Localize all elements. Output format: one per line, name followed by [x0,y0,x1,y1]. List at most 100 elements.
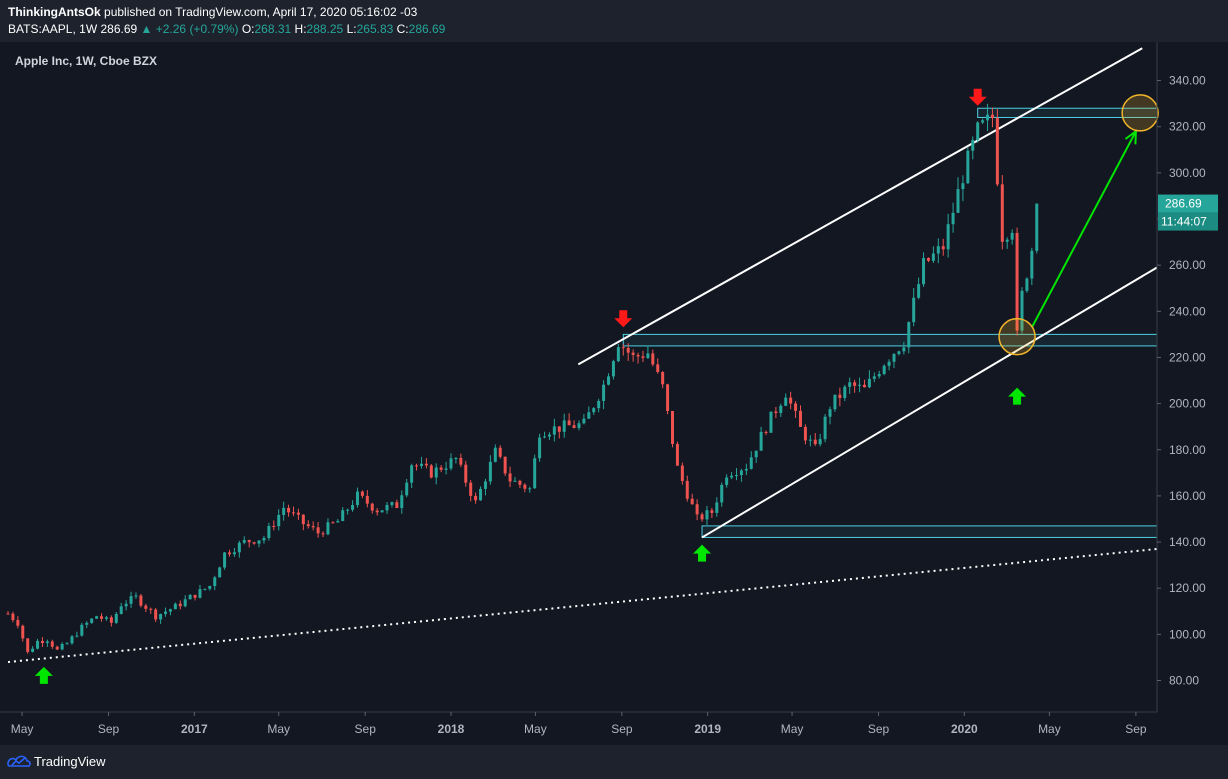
candle [375,508,379,516]
x-tick-label: Sep [611,722,633,736]
y-tick-label: 200.00 [1169,397,1206,411]
candle [907,321,911,354]
x-tick-label: 2019 [694,722,721,736]
candle [892,353,896,369]
candle-body [159,614,163,620]
candle-body [503,456,507,474]
candle [31,646,35,653]
candle [833,394,837,412]
candle [183,595,187,608]
y-tick-label: 220.00 [1169,350,1206,364]
tradingview-logo-icon[interactable] [7,753,31,769]
candle-body [533,458,537,489]
y-tick-label: 80.00 [1169,674,1199,688]
candle [661,371,665,389]
candle-body [858,384,862,386]
candle [513,477,517,482]
candle-body [164,611,168,615]
candle [798,405,802,428]
candle [710,507,714,518]
publish-date: published on TradingView.com, April 17, … [104,5,418,19]
candle-body [287,507,291,513]
candle [188,594,192,600]
candle-body [119,606,123,614]
candle-body [415,465,419,467]
brand-name[interactable]: TradingView [34,754,106,769]
candle [1005,237,1009,249]
x-tick-label: May [524,722,547,736]
candle-body [405,482,409,496]
candle-body [336,521,340,523]
candle-body [213,577,217,586]
candle-body [277,514,281,527]
candle [867,370,871,389]
candle-body [597,400,601,409]
x-tick-label: Sep [98,722,120,736]
candle-body [705,510,709,520]
arrow-down-icon-2 [968,88,987,106]
x-tick-label: May [267,722,290,736]
candle-body [178,603,182,607]
candle-body [838,394,842,399]
candle-body [602,384,606,401]
price-chart[interactable]: Apple Inc, 1W, Cboe BZX 80.00 100.00 120.0… [0,42,1228,745]
candle-body [247,540,251,543]
candle [75,631,79,638]
candle [493,444,497,463]
candle [848,377,852,394]
candle [685,475,689,502]
candle-body [730,475,734,478]
candle [666,383,670,415]
candle-body [232,552,236,555]
candle-body [85,622,89,625]
candle-body [26,638,30,652]
candle-body [990,114,994,119]
candle [429,463,433,479]
candle [168,608,172,616]
candle [154,607,158,623]
candle-body [646,353,650,358]
candle-body [173,603,177,610]
candle-body [995,118,999,185]
candle-body [203,588,207,590]
candle-body [661,371,665,385]
candle-body [331,522,335,524]
candle [134,592,138,599]
candle [287,504,291,517]
candle [26,638,30,654]
price-zone-1 [622,333,1158,347]
candle [1015,227,1019,336]
candle-body [986,114,990,121]
candle-body [774,411,778,413]
x-tick-label: 2018 [438,722,465,736]
candle-body [666,384,670,412]
candle [917,277,921,300]
candle-body [902,347,906,352]
candle-body [611,361,615,377]
candle-body [267,526,271,539]
axes: 80.00 100.00 120.00 140.00 160.00 180.00 200.0… [0,42,1218,736]
y-tick-label: 340.00 [1169,74,1206,88]
candle-body [346,509,350,511]
candle-body [193,594,197,598]
candle [203,588,207,591]
candle-body [316,527,320,534]
candle [228,549,232,557]
candle [986,103,990,132]
candle-body [941,246,945,250]
candle [483,478,487,496]
last-price-badge [1158,194,1218,213]
candle [36,638,40,650]
candle [488,455,492,485]
candle-body [257,540,261,544]
candle-body [607,376,611,385]
chart-title: Apple Inc, 1W, Cboe BZX [15,54,157,68]
candle [213,575,217,591]
candle-body [572,425,576,428]
candle-body [513,480,517,482]
author-name[interactable]: ThinkingAntsOk [8,5,101,19]
candle-body [843,386,847,399]
candle-body [75,635,79,637]
candle-body [1015,232,1019,331]
x-tick-label: Sep [1125,722,1147,736]
